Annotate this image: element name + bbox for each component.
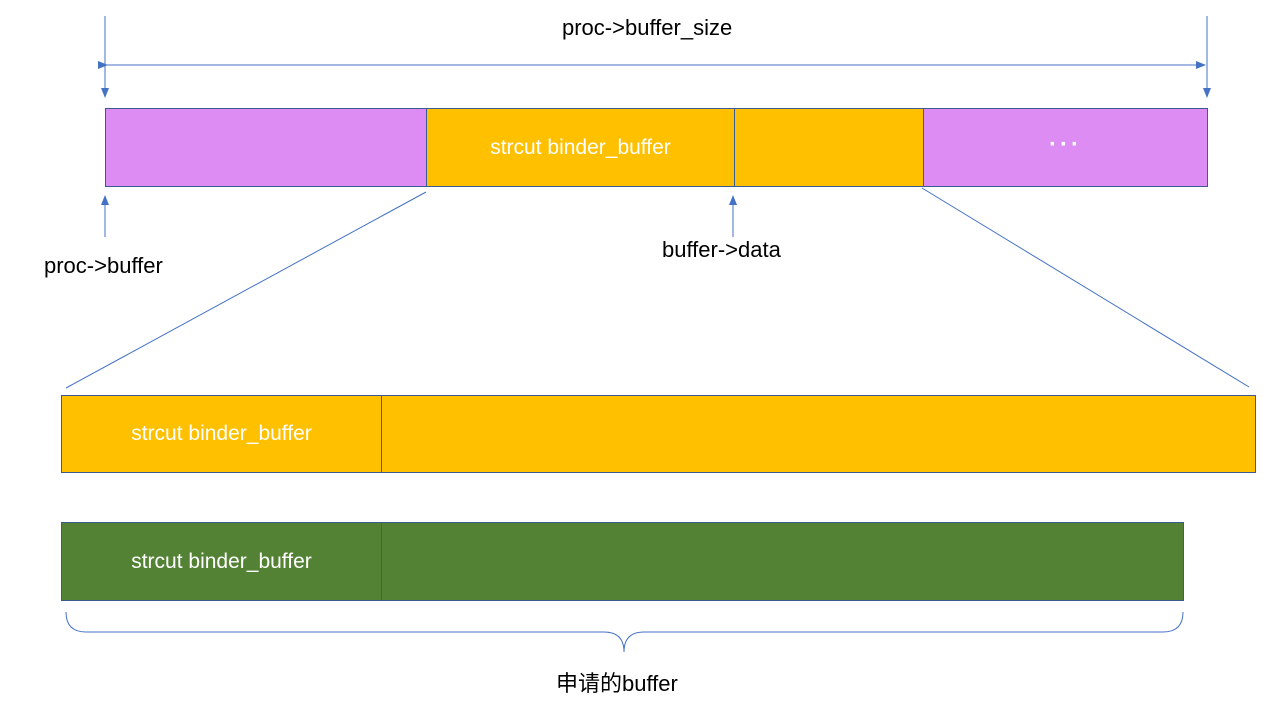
- requested-buffer-brace: [65, 611, 1184, 653]
- zoom-header-text: strcut binder_buffer: [131, 422, 312, 445]
- ellipsis-text: ···: [1049, 130, 1082, 158]
- zoom-line-right: [921, 187, 1250, 388]
- zoom-binder-buffer-header: strcut binder_buffer: [61, 395, 382, 473]
- requested-buffer-label: 申请的buffer: [556, 671, 678, 696]
- buffer-size-label: proc->buffer_size: [562, 15, 733, 40]
- top-binder-buffer-header: strcut binder_buffer: [426, 108, 735, 187]
- alloc-data-block: [381, 522, 1184, 601]
- proc-buffer-label: proc->buffer: [44, 253, 163, 278]
- top-header-text: strcut binder_buffer: [490, 135, 671, 159]
- top-free-block-left: [105, 108, 427, 187]
- alloc-binder-buffer-header: strcut binder_buffer: [61, 522, 382, 601]
- alloc-header-text: strcut binder_buffer: [131, 549, 312, 573]
- top-buffer-data-block: [734, 108, 924, 187]
- zoom-data-block: [381, 395, 1256, 473]
- buffer-data-label: buffer->data: [662, 237, 781, 262]
- top-free-block-right: ···: [923, 108, 1208, 187]
- zoom-line-left: [65, 191, 427, 389]
